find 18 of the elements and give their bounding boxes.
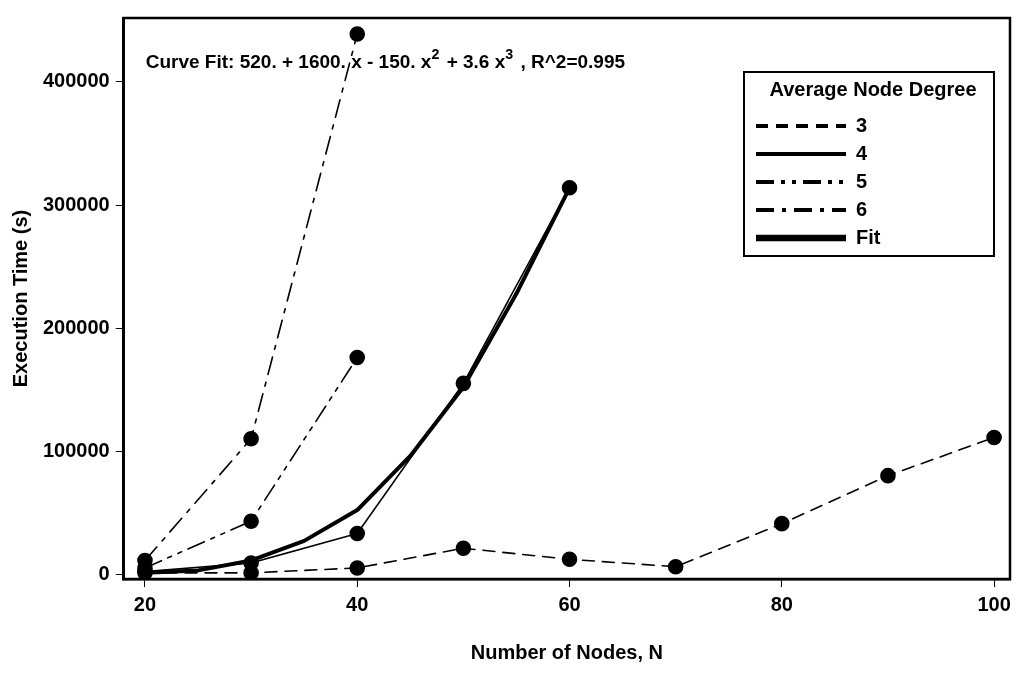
legend-label: Fit: [856, 225, 881, 248]
legend-label: 5: [856, 169, 868, 192]
legend-title: Average Node Degree: [769, 77, 977, 100]
legend-label: 4: [856, 141, 868, 164]
legend-label: 3: [856, 113, 868, 136]
y-tick-label: 300000: [42, 192, 110, 215]
y-tick-label: 200000: [42, 315, 110, 338]
x-tick-label: 100: [977, 592, 1011, 615]
x-tick-label: 40: [346, 592, 369, 615]
x-tick-label: 20: [133, 592, 157, 615]
x-tick-label: 80: [770, 592, 793, 615]
x-tick-label: 60: [558, 592, 581, 615]
x-axis-title: Number of Nodes, N: [470, 640, 663, 663]
y-tick-label: 400000: [42, 69, 110, 92]
y-axis-title: Execution Time (s): [8, 209, 31, 388]
y-tick-label: 0: [98, 561, 110, 584]
legend-label: 6: [856, 197, 868, 220]
y-tick-label: 100000: [42, 438, 110, 461]
